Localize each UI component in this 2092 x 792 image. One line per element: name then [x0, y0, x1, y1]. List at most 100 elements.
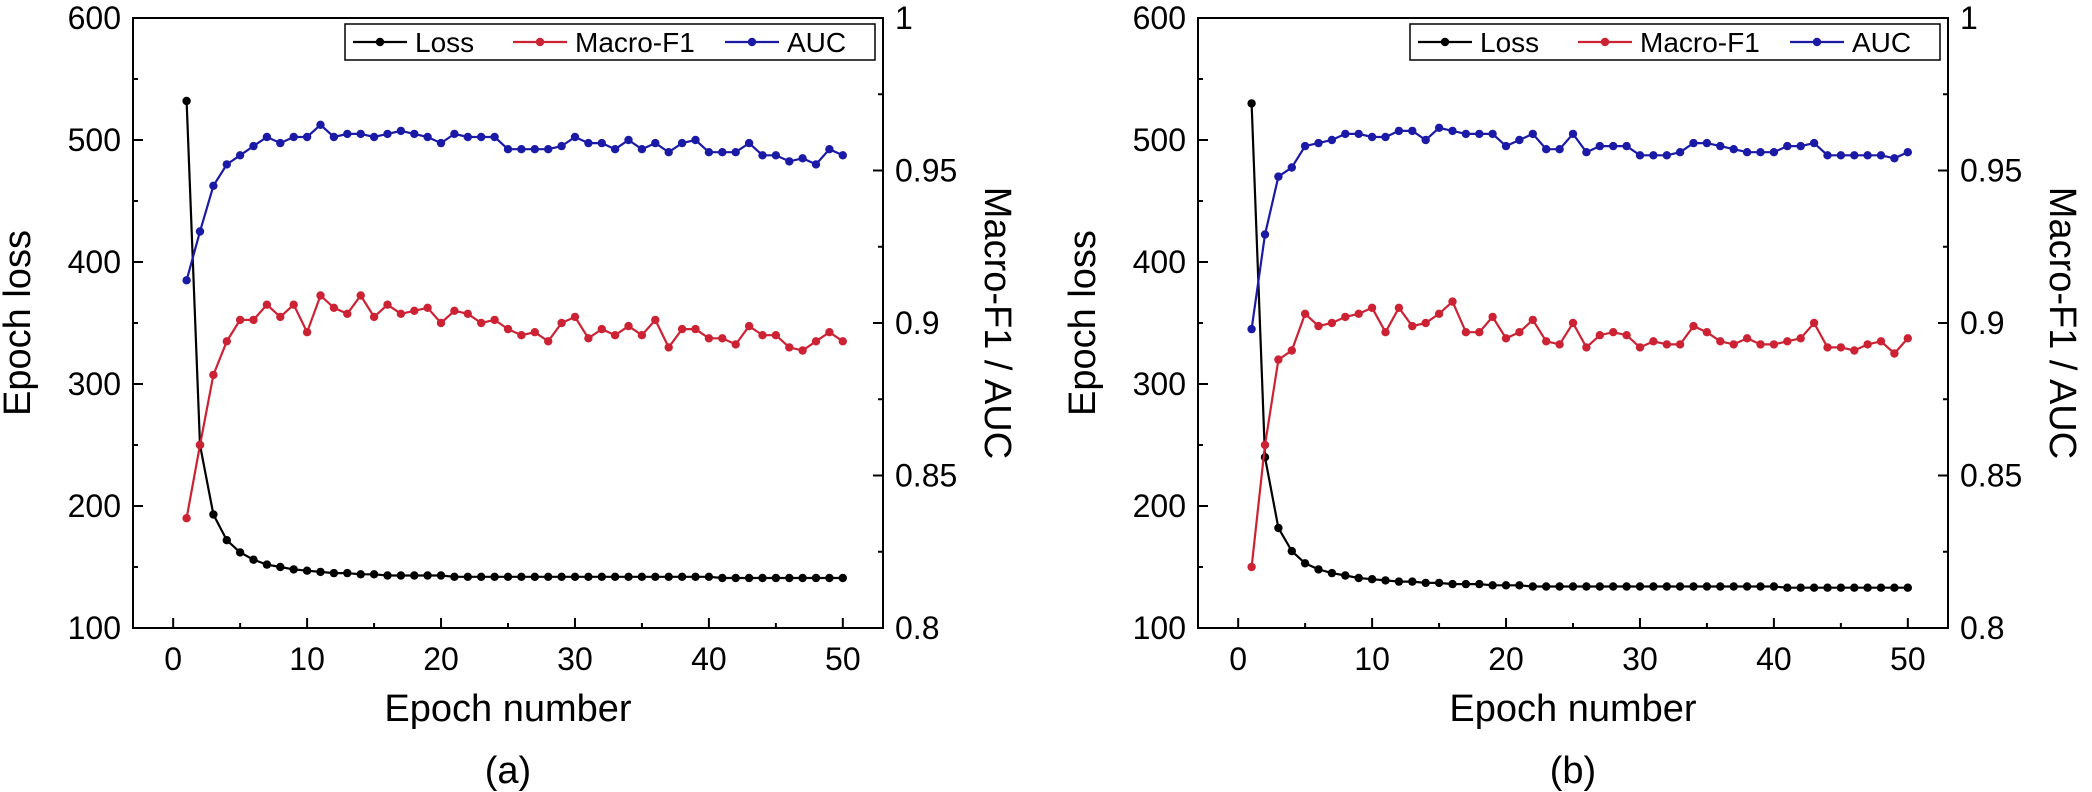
- data-point-macro-f1: [624, 321, 633, 331]
- data-point-macro-f1: [289, 300, 298, 309]
- data-point-macro-f1: [276, 312, 285, 322]
- data-point-macro-f1: [1742, 334, 1752, 343]
- data-point-auc: [825, 145, 834, 154]
- data-point-auc: [1836, 151, 1846, 160]
- data-point-macro-f1: [718, 334, 727, 343]
- data-point-macro-f1: [1595, 331, 1605, 340]
- data-point-auc: [1314, 138, 1323, 148]
- data-point-macro-f1: [584, 334, 593, 343]
- x-tick-label: 40: [1756, 641, 1792, 677]
- data-point-auc: [758, 151, 767, 160]
- y-right-tick-label: 0.85: [895, 458, 957, 494]
- data-point-loss: [1622, 582, 1631, 591]
- legend-marker-auc: [747, 37, 757, 47]
- x-tick-label: 0: [164, 641, 182, 677]
- legend-marker-loss: [1440, 37, 1450, 47]
- y-left-axis-title: Epoch loss: [1062, 230, 1104, 416]
- data-point-auc: [811, 160, 821, 169]
- data-point-macro-f1: [396, 309, 406, 318]
- data-point-macro-f1: [1675, 340, 1685, 349]
- data-point-macro-f1: [704, 334, 714, 343]
- data-point-auc: [1247, 324, 1256, 334]
- y-right-tick-label: 0.85: [1960, 458, 2022, 494]
- data-point-macro-f1: [1568, 318, 1578, 328]
- data-point-macro-f1: [316, 291, 325, 300]
- data-point-auc: [1300, 141, 1310, 151]
- data-point-macro-f1: [1408, 321, 1417, 331]
- data-point-macro-f1: [1809, 318, 1819, 328]
- data-point-macro-f1: [1783, 337, 1792, 346]
- data-point-macro-f1: [1836, 343, 1846, 352]
- data-point-loss: [1582, 582, 1591, 591]
- series-line-macro-f1: [185, 293, 844, 519]
- y-left-tick-label: 100: [68, 610, 121, 646]
- y-left-tick-label: 300: [1133, 366, 1186, 402]
- data-point-loss: [771, 573, 781, 583]
- data-point-auc: [1850, 151, 1859, 160]
- data-point-loss: [1649, 582, 1658, 591]
- data-point-macro-f1: [182, 514, 191, 523]
- data-point-auc: [383, 129, 392, 139]
- data-point-auc: [597, 138, 606, 148]
- y-right-axis-title: Macro-F1 / AUC: [976, 187, 1018, 459]
- y-left-tick-label: 200: [1133, 488, 1186, 524]
- data-point-auc: [249, 141, 258, 151]
- y-left-tick-label: 100: [1133, 610, 1186, 646]
- data-point-loss: [1287, 546, 1297, 556]
- data-point-auc: [396, 126, 406, 136]
- legend-label-auc: AUC: [1852, 27, 1911, 58]
- data-point-auc: [276, 138, 285, 148]
- data-point-loss: [1488, 581, 1497, 590]
- x-tick-label: 0: [1229, 641, 1247, 677]
- data-point-auc: [410, 129, 419, 139]
- legend-box: [1409, 23, 1941, 61]
- data-point-macro-f1: [1729, 340, 1738, 349]
- data-point-macro-f1: [1863, 340, 1872, 349]
- y-right-axis-title: Macro-F1 / AUC: [2041, 187, 2083, 459]
- y-right-tick-label: 0.95: [895, 153, 957, 189]
- data-point-auc: [1622, 141, 1631, 151]
- data-point-loss: [1876, 583, 1886, 592]
- data-point-macro-f1: [1434, 309, 1444, 318]
- x-tick-label: 10: [1354, 641, 1390, 677]
- legend-marker-auc: [1812, 37, 1822, 47]
- panel-label: (a): [485, 750, 531, 792]
- y-right-tick-label: 0.9: [1960, 305, 2004, 341]
- data-point-auc: [329, 132, 339, 142]
- data-point-auc: [1742, 148, 1752, 157]
- data-point-loss: [343, 568, 352, 578]
- data-point-macro-f1: [1394, 303, 1404, 312]
- data-point-auc: [677, 138, 687, 148]
- legend-label-auc: AUC: [787, 27, 846, 58]
- data-point-auc: [1260, 230, 1270, 239]
- data-point-auc: [1542, 145, 1551, 154]
- data-point-loss: [811, 573, 821, 583]
- y-left-axis-title: Epoch loss: [0, 230, 39, 416]
- data-point-macro-f1: [1635, 343, 1645, 352]
- data-point-auc: [1274, 172, 1283, 181]
- data-point-loss: [1528, 582, 1538, 591]
- data-point-loss: [785, 573, 794, 583]
- chart-panel-a: 0 10 20 30 40 50 100 200 300 400 500 600 0.8 0.85 0.9 0…: [0, 0, 1018, 792]
- data-point-auc: [610, 145, 620, 154]
- data-point-loss: [1890, 583, 1899, 592]
- data-point-macro-f1: [423, 303, 432, 312]
- y-right-tick-label: 1: [1960, 0, 1978, 36]
- data-point-macro-f1: [1300, 309, 1310, 318]
- data-point-auc: [1448, 126, 1457, 136]
- data-point-auc: [209, 181, 218, 190]
- data-point-macro-f1: [383, 300, 392, 309]
- y-left-tick-label: 300: [68, 366, 121, 402]
- data-point-loss: [597, 572, 606, 581]
- data-point-loss: [1300, 559, 1310, 568]
- data-point-auc: [1796, 141, 1805, 151]
- data-point-auc: [1367, 132, 1377, 142]
- data-point-loss: [262, 560, 272, 569]
- data-point-macro-f1: [436, 318, 446, 328]
- data-point-macro-f1: [544, 337, 553, 346]
- y-right-tick-label: 1: [895, 0, 913, 36]
- data-point-auc: [1649, 151, 1658, 160]
- data-point-auc: [1434, 123, 1444, 132]
- data-point-macro-f1: [1649, 337, 1658, 346]
- data-point-auc: [450, 129, 459, 139]
